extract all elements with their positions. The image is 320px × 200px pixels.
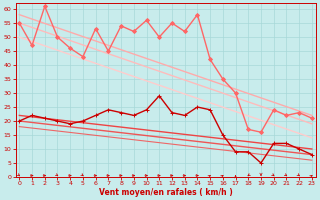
X-axis label: Vent moyen/en rafales ( km/h ): Vent moyen/en rafales ( km/h ) [99,188,232,197]
